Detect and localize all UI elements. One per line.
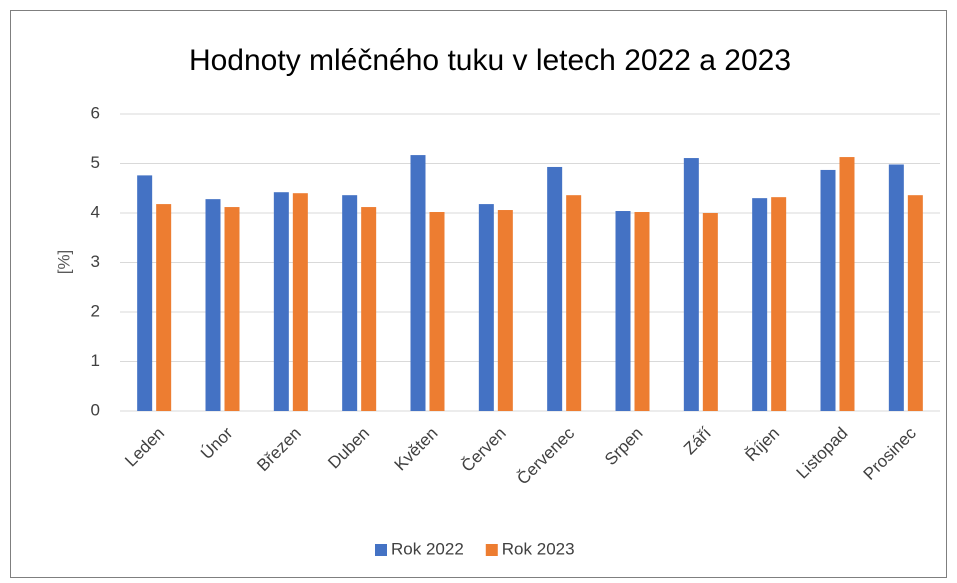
bar [820, 169, 836, 411]
bar [702, 213, 718, 411]
bar [547, 166, 563, 411]
bar [771, 197, 787, 411]
bar [205, 199, 221, 411]
y-tick-label: 1 [91, 351, 100, 370]
y-tick-label: 3 [91, 252, 100, 271]
bar [839, 157, 855, 411]
bar [273, 192, 289, 411]
bar [429, 212, 445, 411]
bar [683, 158, 699, 411]
bar [361, 207, 377, 411]
legend-swatch [375, 544, 387, 556]
bar [156, 204, 172, 411]
bar [292, 193, 308, 411]
bar [342, 195, 358, 411]
legend-swatch [485, 544, 498, 556]
y-tick-label: 4 [91, 202, 100, 221]
bar [907, 195, 923, 411]
bar [497, 210, 513, 411]
bar [410, 155, 426, 411]
bar [224, 207, 240, 411]
legend-label: Rok 2023 [502, 539, 575, 558]
y-tick-label: 0 [91, 400, 100, 419]
bar [752, 198, 768, 411]
bar [634, 212, 650, 411]
bar [566, 195, 582, 411]
y-tick-label: 2 [91, 301, 100, 320]
bar [478, 204, 494, 411]
y-tick-label: 5 [91, 153, 100, 172]
bar [137, 175, 153, 411]
chart-title: Hodnoty mléčného tuku v letech 2022 a 20… [189, 44, 791, 77]
bar [615, 211, 631, 411]
y-axis-label: [%] [54, 250, 73, 275]
y-tick-label: 6 [91, 103, 100, 122]
legend-label: Rok 2022 [391, 539, 464, 558]
bar [888, 164, 904, 411]
